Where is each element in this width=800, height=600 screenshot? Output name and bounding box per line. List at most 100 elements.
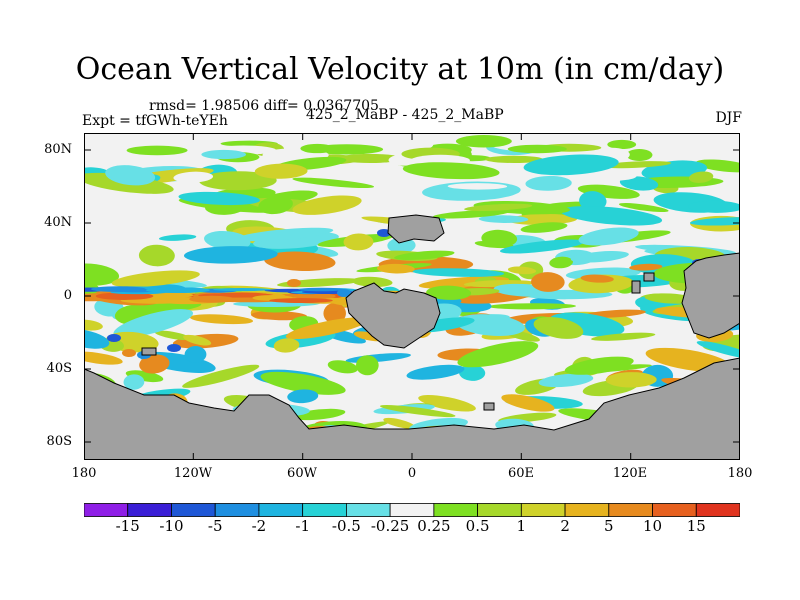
field-patch [530, 272, 565, 292]
field-patch [538, 373, 594, 388]
island-2 [141, 347, 157, 356]
colorbar-label: 0.25 [417, 517, 451, 535]
field-patch [481, 229, 518, 248]
field-patch [580, 274, 614, 283]
field-patch [182, 364, 260, 388]
southern-landmass [84, 357, 740, 460]
field-patch [507, 266, 537, 275]
field-patch [105, 165, 156, 186]
field-patch [285, 317, 369, 340]
field-patch [605, 372, 657, 388]
field-patch [457, 341, 539, 368]
field-patch [236, 227, 334, 242]
field-patch [507, 144, 567, 154]
field-patch [327, 360, 358, 374]
lon-label-60w: 60W [287, 466, 317, 481]
field-patch [189, 314, 253, 325]
field-patch [607, 139, 637, 150]
field-patch [447, 183, 508, 190]
field-patch [260, 371, 346, 395]
field-patch [201, 149, 247, 160]
field-patch [507, 213, 578, 225]
colorbar-box [520, 503, 566, 517]
northern-block [387, 214, 445, 244]
lon-label-0: 0 [407, 466, 417, 481]
colorbar-box [564, 503, 610, 517]
field-patch [381, 138, 434, 152]
field-patch [84, 351, 123, 365]
field-patch [111, 270, 200, 288]
field-patch [251, 310, 308, 321]
field-patch [292, 293, 336, 300]
lat-label-40s: 40S [46, 361, 72, 376]
field-patch [123, 374, 145, 390]
field-patch [337, 153, 403, 164]
field-patch [107, 334, 121, 342]
field-patch [464, 203, 533, 212]
colorbar-box [608, 503, 653, 517]
colorbar-label: -15 [115, 517, 140, 535]
field-patch [626, 149, 653, 161]
field-patch [501, 394, 555, 412]
field-patch [525, 175, 572, 191]
field-patch [254, 163, 308, 179]
colorbar-box [695, 503, 740, 517]
field-patch [523, 154, 619, 176]
island-4 [643, 272, 655, 282]
comparison-label: 425_2_MaBP - 425_2_MaBP [306, 107, 504, 123]
field-patch [426, 285, 472, 300]
lat-label-40n: 40N [44, 215, 72, 230]
colorbar-box [214, 503, 260, 517]
colorbar-label: -0.5 [331, 517, 361, 535]
field-patch [199, 171, 277, 191]
island-3 [483, 402, 495, 411]
field-patch [570, 251, 629, 263]
field-patch [688, 171, 714, 183]
lon-label-60e: 60E [507, 466, 535, 481]
field-patch [158, 234, 197, 241]
field-patch [258, 196, 293, 215]
field-patch [578, 227, 639, 246]
field-patch [178, 191, 260, 206]
colorbar-label: -2 [251, 517, 267, 535]
field-patch [402, 162, 500, 180]
field-patch [500, 239, 585, 254]
lat-label-80s: 80S [46, 434, 72, 449]
lon-label-120e: 120E [612, 466, 648, 481]
field-patch [139, 354, 170, 374]
field-patch [84, 263, 120, 286]
field-patch [433, 209, 510, 219]
field-patch [418, 395, 476, 412]
island-1 [631, 280, 641, 294]
field-patch [287, 389, 319, 404]
colorbar-box [84, 503, 129, 517]
plot-title: Ocean Vertical Velocity at 10m (in cm/da… [75, 52, 725, 87]
colorbar-box [302, 503, 347, 517]
field-patch [380, 405, 456, 418]
field-patch [122, 349, 136, 357]
colorbar-box [389, 503, 435, 517]
ocean-velocity-map [84, 133, 740, 460]
field-patch [323, 302, 346, 324]
field-patch [264, 251, 336, 272]
field-patch [406, 364, 465, 380]
field-patch [351, 276, 393, 288]
colorbar-label: 15 [686, 517, 706, 535]
stats-line: rmsd= 1.98506 diff= 0.0367705 [149, 98, 379, 114]
colorbar [84, 503, 740, 517]
field-patch [126, 145, 188, 156]
colorbar-label: -0.25 [370, 517, 410, 535]
lon-label-120w: 120W [173, 466, 213, 481]
colorbar-label: 0.5 [465, 517, 490, 535]
field-patch [356, 355, 379, 376]
field-patch [273, 338, 300, 353]
colorbar-label: -1 [295, 517, 310, 535]
field-patch [154, 330, 191, 341]
field-patch [343, 233, 374, 251]
lat-label-80n: 80N [44, 142, 72, 157]
field-patch [560, 206, 663, 226]
field-patch [591, 332, 656, 341]
field-patch [298, 287, 344, 292]
field-patch [95, 292, 154, 300]
field-patch [387, 237, 416, 254]
